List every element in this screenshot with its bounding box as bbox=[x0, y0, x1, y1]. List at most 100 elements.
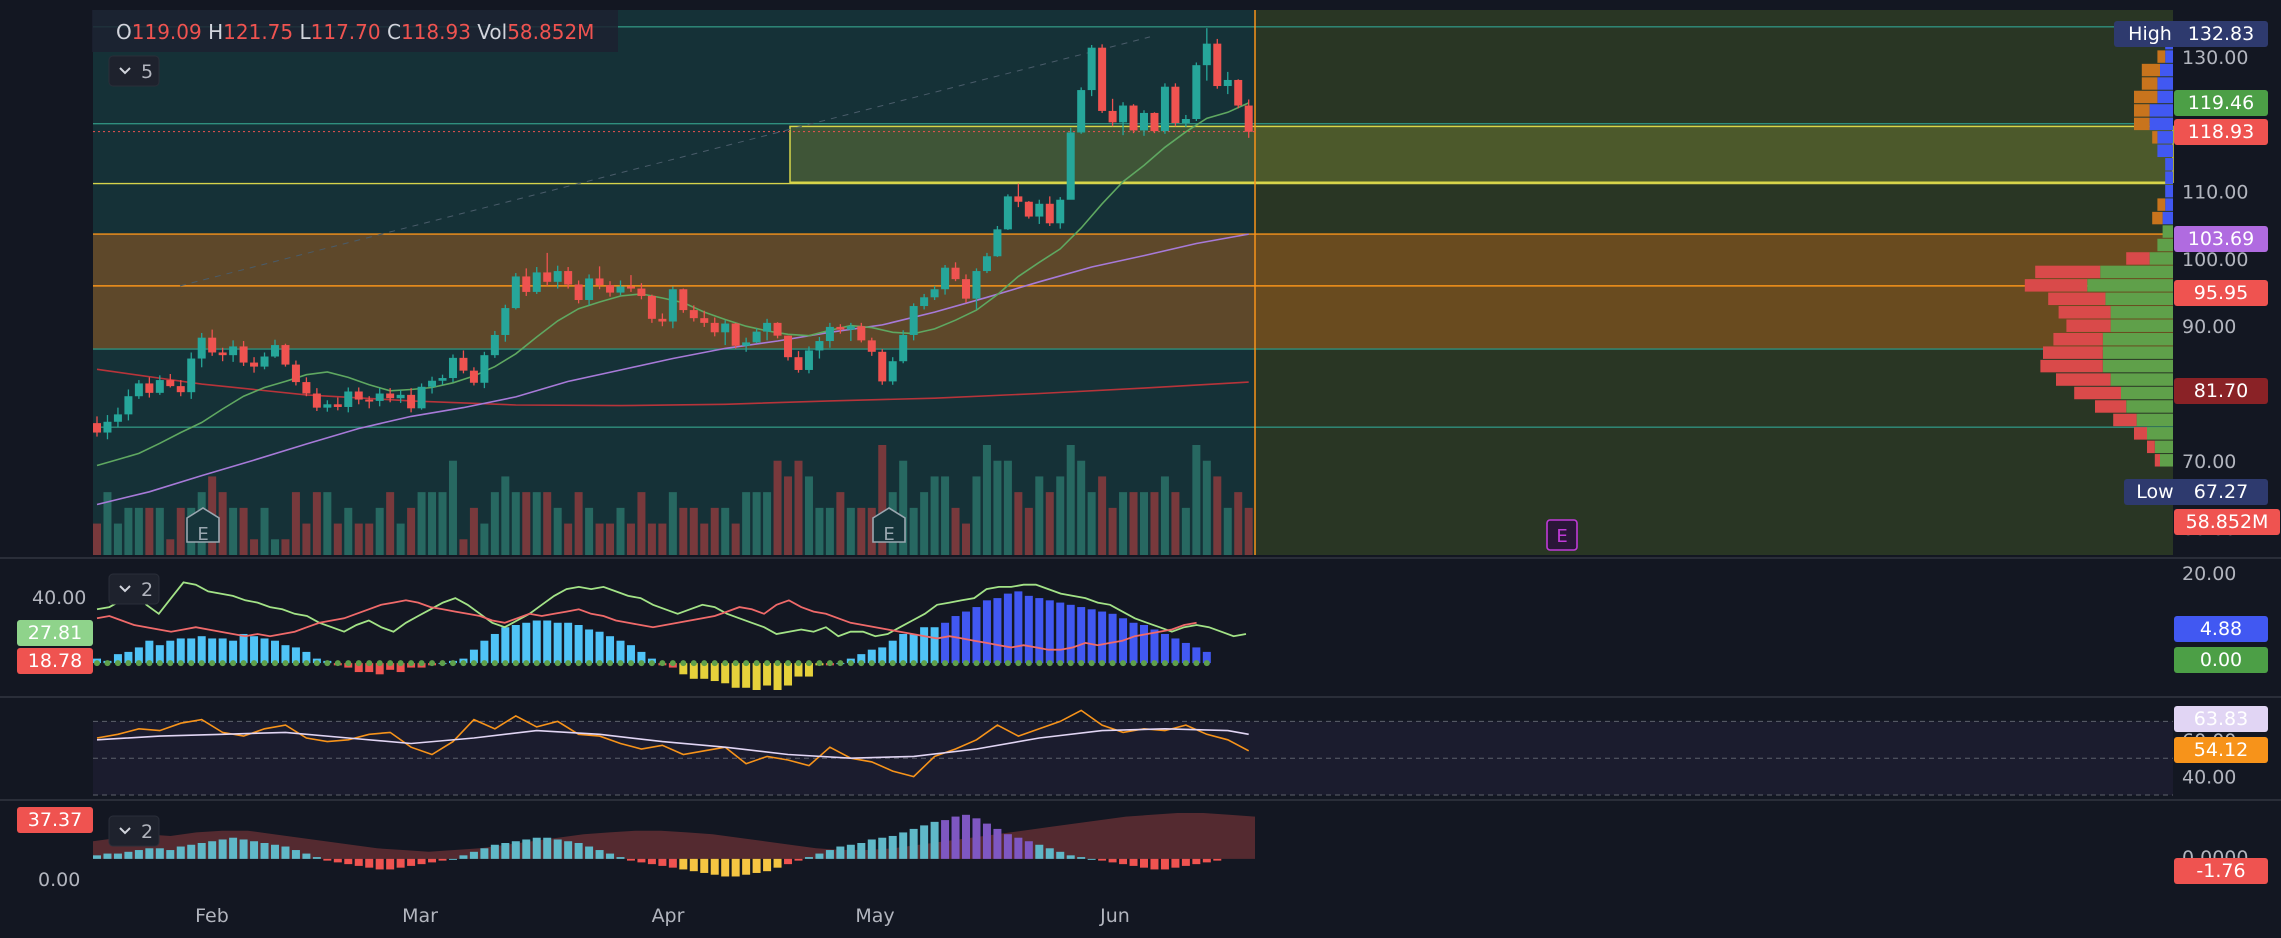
momentum-bar bbox=[208, 841, 217, 859]
x-tick-label: Feb bbox=[195, 905, 229, 927]
chevron-down-icon bbox=[119, 67, 131, 75]
collapse-main-button bbox=[108, 55, 160, 87]
volume-bar bbox=[260, 507, 269, 555]
zero-dot bbox=[711, 660, 718, 667]
y-tick-label: 100.00 bbox=[2182, 249, 2248, 271]
zero-dot bbox=[690, 660, 697, 667]
candle-body bbox=[239, 346, 248, 363]
volume-bar bbox=[501, 476, 510, 555]
zero-dot bbox=[94, 660, 100, 667]
zero-dot bbox=[554, 660, 561, 667]
ui-overlay: High 132.83 119.46 118.93 103.69 95.95 81.70 Lo… bbox=[0, 21, 2281, 884]
zero-dot bbox=[921, 660, 928, 667]
momentum-left-badge-text: 37.37 bbox=[28, 809, 82, 831]
collapse-momentum-button bbox=[108, 815, 160, 847]
momentum-bar bbox=[794, 858, 803, 861]
volume-bar bbox=[145, 507, 154, 555]
zero-dot bbox=[460, 660, 467, 667]
momentum-bar bbox=[930, 821, 939, 859]
volume-profile-down bbox=[2053, 332, 2103, 346]
macd-bar bbox=[1014, 591, 1023, 664]
macd-bar bbox=[1098, 611, 1107, 664]
macd-right-bottom-badge-text: 0.00 bbox=[2200, 649, 2242, 671]
momentum-bar bbox=[448, 858, 457, 860]
candle-body bbox=[302, 382, 311, 394]
volume-bar bbox=[155, 507, 164, 555]
momentum-bar bbox=[962, 814, 971, 859]
candle-body bbox=[375, 393, 384, 401]
zero-dot bbox=[973, 660, 980, 667]
volume-bar bbox=[574, 492, 583, 555]
momentum-bar bbox=[501, 843, 510, 859]
volume-bar bbox=[1108, 507, 1117, 555]
candle-body bbox=[857, 326, 866, 341]
momentum-bar bbox=[134, 850, 143, 859]
candle-body bbox=[166, 380, 175, 387]
momentum-bar bbox=[763, 858, 772, 872]
main-pane[interactable]: O119.09 H121.75 L117.70 C118.93 Vol58.85… bbox=[92, 10, 2174, 555]
momentum-bar bbox=[1014, 837, 1023, 859]
macd-bar bbox=[229, 640, 238, 664]
macd-bar bbox=[511, 625, 520, 664]
volume-bar bbox=[365, 523, 374, 555]
earnings-flag-icon-text: E bbox=[197, 524, 208, 545]
volume-bar bbox=[920, 492, 929, 555]
zero-dot bbox=[219, 660, 226, 667]
candle-body bbox=[1108, 110, 1117, 123]
momentum-bar bbox=[867, 839, 876, 859]
zero-dot bbox=[198, 660, 205, 667]
volume-profile-up bbox=[2087, 279, 2173, 292]
rsi-pane[interactable] bbox=[0, 709, 2281, 801]
volume-bar bbox=[606, 523, 615, 555]
macd-bar bbox=[941, 622, 950, 664]
zero-dot bbox=[900, 660, 907, 667]
zero-dot bbox=[994, 660, 1001, 667]
poc-badge-text: 95.95 bbox=[2194, 282, 2248, 304]
macd-bar bbox=[501, 627, 510, 664]
volume-profile-up bbox=[2165, 198, 2173, 211]
momentum-pane[interactable] bbox=[93, 813, 1255, 877]
macd-bar bbox=[1024, 595, 1033, 664]
volume-bar bbox=[668, 492, 677, 555]
volume-bar bbox=[543, 492, 552, 555]
momentum-bar bbox=[312, 857, 321, 859]
momentum-bar bbox=[606, 853, 615, 859]
zero-dot bbox=[313, 660, 320, 667]
momentum-bar bbox=[532, 837, 541, 859]
candle-body bbox=[763, 322, 772, 332]
zero-dot bbox=[251, 660, 258, 667]
candle-body bbox=[407, 394, 416, 409]
volume-bar bbox=[836, 492, 845, 555]
momentum-bar bbox=[187, 844, 196, 859]
volume-bar bbox=[731, 523, 740, 555]
volume-bar bbox=[113, 523, 122, 555]
macd-bar bbox=[270, 640, 279, 664]
momentum-bar bbox=[375, 858, 384, 870]
macd-bar bbox=[930, 627, 939, 664]
candle-body bbox=[1024, 201, 1033, 217]
zero-dot bbox=[303, 660, 310, 667]
candle-body bbox=[742, 342, 751, 346]
macd-pane[interactable] bbox=[0, 581, 2281, 698]
zero-dot bbox=[261, 660, 268, 667]
candle-body bbox=[1066, 132, 1075, 200]
candle-body bbox=[176, 386, 185, 393]
zero-dot bbox=[397, 660, 404, 667]
candle-body bbox=[752, 331, 761, 343]
macd-bar bbox=[134, 647, 143, 664]
volume-bar bbox=[1192, 445, 1201, 555]
macd-bar bbox=[574, 625, 583, 664]
zero-dot bbox=[282, 660, 289, 667]
momentum-bar bbox=[218, 839, 227, 859]
momentum-bar bbox=[1202, 858, 1211, 863]
volume-bar bbox=[1160, 476, 1169, 555]
momentum-bar bbox=[585, 846, 594, 859]
momentum-bar bbox=[1066, 855, 1075, 859]
ema-fast-badge-text: 119.46 bbox=[2188, 92, 2254, 114]
zero-dot bbox=[1025, 660, 1032, 667]
momentum-bar bbox=[291, 850, 300, 859]
y-tick-label: 40.00 bbox=[2182, 767, 2236, 789]
sma-slow-badge-text: 81.70 bbox=[2194, 380, 2248, 402]
volume-bar bbox=[281, 539, 290, 555]
